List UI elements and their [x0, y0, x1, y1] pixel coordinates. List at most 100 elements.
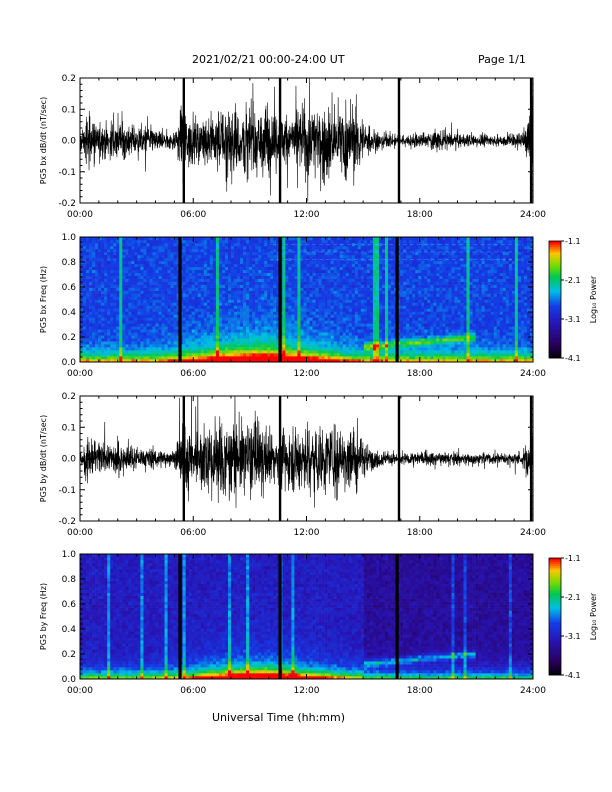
heat-cell [285, 248, 289, 253]
heat-cell [369, 266, 374, 271]
heat-cell [206, 332, 211, 336]
heat-cell [427, 254, 431, 259]
heat-cell [336, 263, 341, 268]
heat-cell [98, 344, 102, 348]
heat-cell [315, 263, 319, 268]
heat-cell [125, 281, 129, 285]
heat-cell [345, 320, 350, 324]
heat-cell [252, 269, 256, 274]
heat-cell [243, 293, 247, 297]
heat-cell [369, 245, 374, 250]
heat-cell [101, 275, 105, 279]
heat-cell [158, 242, 162, 247]
heat-cell [218, 308, 223, 312]
heat-cell [203, 257, 208, 262]
heat-cell [303, 335, 307, 339]
heat-cell [140, 305, 144, 309]
heat-cell [209, 242, 214, 247]
heat-cell [312, 332, 316, 336]
heat-cell [234, 263, 238, 268]
heat-cell [215, 341, 220, 345]
heat-cell [391, 353, 395, 357]
heat-cell [418, 317, 422, 321]
heat-cell [297, 314, 301, 318]
heat-cell [273, 305, 277, 309]
heat-cell [318, 335, 322, 339]
heat-cell [92, 353, 96, 357]
heat-cell [276, 341, 280, 345]
heat-cell [267, 308, 271, 312]
heat-cell [427, 302, 431, 306]
heat-cell [119, 311, 123, 315]
heat-cell [98, 299, 102, 303]
heat-cell [227, 237, 232, 241]
heat-cell [131, 341, 135, 345]
heat-cell [243, 263, 247, 268]
heat-cell [288, 278, 292, 282]
heat-cell [221, 314, 226, 318]
heat-cell [354, 278, 359, 282]
heat-cell [312, 269, 316, 274]
heat-cell [270, 332, 274, 336]
heat-cell [288, 326, 292, 330]
heat-cell [170, 314, 174, 318]
heat-cell [306, 320, 310, 324]
heat-cell [170, 335, 174, 339]
heat-cell [119, 269, 123, 274]
heat-cell [391, 347, 395, 351]
heat-cell [312, 305, 316, 309]
heat-cell [258, 239, 262, 244]
heat-cell [246, 272, 250, 276]
heat-cell [240, 353, 244, 357]
heat-cell [83, 299, 87, 303]
heat-cell [146, 356, 150, 360]
heat-cell [288, 275, 292, 279]
heat-cell [209, 308, 214, 312]
heat-cell [378, 266, 383, 271]
heat-cell [249, 245, 253, 250]
heat-cell [418, 353, 422, 357]
heat-cell [119, 317, 123, 321]
heat-cell [264, 266, 268, 271]
heat-cell [363, 311, 368, 315]
heat-cell [113, 275, 117, 279]
heat-cell [261, 353, 265, 357]
heat-cell [89, 338, 93, 342]
heat-cell [382, 329, 386, 333]
heat-cell [403, 260, 407, 265]
heat-cell [86, 296, 90, 300]
heat-cell [173, 266, 177, 271]
heat-cell [406, 338, 410, 342]
heat-cell [282, 263, 286, 268]
heat-cell [333, 314, 337, 318]
heat-cell [212, 242, 217, 247]
heat-cell [273, 338, 277, 342]
heat-cell [427, 284, 431, 288]
heat-cell [206, 350, 211, 354]
heat-cell [107, 287, 111, 291]
heat-cell [382, 281, 386, 285]
heat-cell [412, 269, 416, 274]
heat-cell [86, 335, 90, 339]
heat-cell [388, 299, 392, 303]
heat-cell [297, 239, 301, 244]
heat-cell [221, 305, 226, 309]
heat-cell [83, 353, 87, 357]
heat-cell [400, 356, 404, 360]
heat-cell [107, 239, 111, 244]
heat-cell [119, 299, 123, 303]
heat-cell [297, 284, 301, 288]
heat-cell [101, 338, 105, 342]
heat-cell [267, 239, 271, 244]
heat-cell [363, 350, 368, 354]
heat-cell [92, 263, 96, 268]
heat-cell [363, 344, 368, 348]
heat-cell [182, 359, 186, 363]
heat-cell [267, 335, 271, 339]
heat-cell [400, 308, 404, 312]
heat-cell [324, 281, 328, 285]
heat-cell [276, 305, 280, 309]
heat-cell [375, 314, 380, 318]
heat-cell [427, 347, 431, 351]
heat-cell [149, 245, 153, 250]
